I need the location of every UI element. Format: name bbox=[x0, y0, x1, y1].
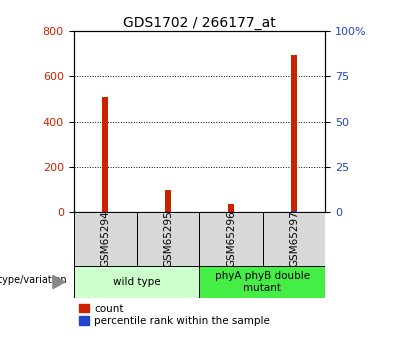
Title: GDS1702 / 266177_at: GDS1702 / 266177_at bbox=[123, 16, 276, 30]
Text: GSM65294: GSM65294 bbox=[100, 210, 110, 267]
Bar bbox=[228, 204, 234, 212]
Polygon shape bbox=[53, 275, 65, 288]
FancyBboxPatch shape bbox=[74, 212, 136, 266]
Text: genotype/variation: genotype/variation bbox=[0, 275, 67, 285]
FancyBboxPatch shape bbox=[74, 266, 200, 298]
Text: GSM65297: GSM65297 bbox=[289, 210, 299, 267]
Text: wild type: wild type bbox=[113, 277, 160, 287]
FancyBboxPatch shape bbox=[136, 212, 200, 266]
Text: GSM65295: GSM65295 bbox=[163, 210, 173, 267]
Bar bbox=[102, 211, 108, 212]
Text: phyA phyB double
mutant: phyA phyB double mutant bbox=[215, 271, 310, 293]
Text: GSM65296: GSM65296 bbox=[226, 210, 236, 267]
Bar bbox=[291, 211, 297, 212]
FancyBboxPatch shape bbox=[200, 212, 262, 266]
FancyBboxPatch shape bbox=[262, 212, 326, 266]
Bar bbox=[291, 55, 297, 212]
Bar bbox=[102, 97, 108, 212]
Legend: count, percentile rank within the sample: count, percentile rank within the sample bbox=[79, 304, 270, 326]
FancyBboxPatch shape bbox=[200, 266, 326, 298]
Bar bbox=[165, 189, 171, 212]
